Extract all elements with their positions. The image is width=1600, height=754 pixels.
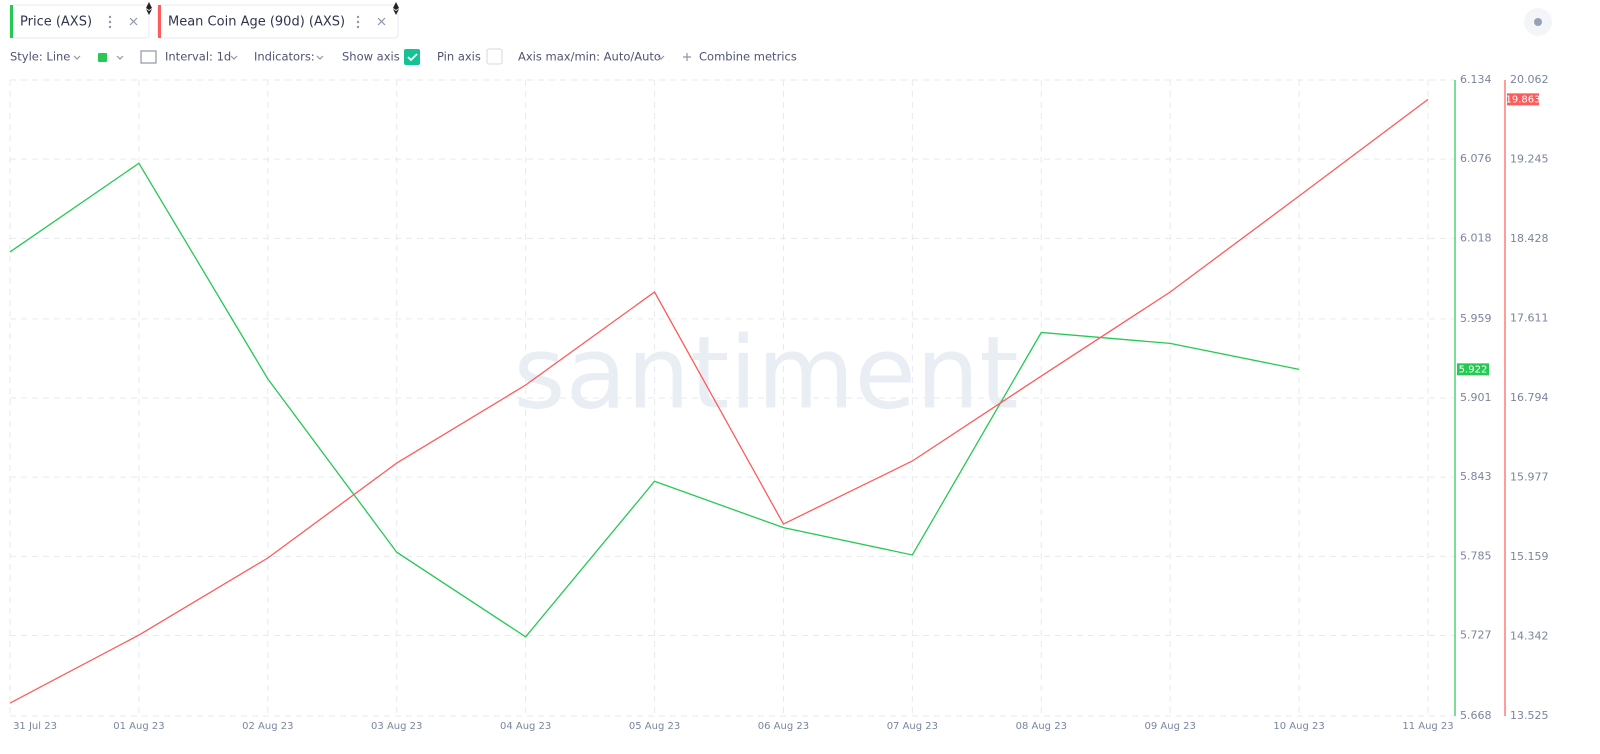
- y2-tick-label: 19.245: [1510, 152, 1549, 165]
- indicators-select[interactable]: Indicators:: [254, 50, 315, 64]
- x-tick-label: 08 Aug 23: [1016, 721, 1067, 732]
- settings-dot: [1534, 18, 1542, 26]
- chevron: [73, 55, 665, 60]
- pin-axis-checkbox[interactable]: [486, 48, 503, 65]
- y-tick-label: 5.843: [1460, 470, 1492, 483]
- combine-metrics[interactable]: Combine metrics: [699, 50, 797, 64]
- x-tick-label: 05 Aug 23: [629, 721, 680, 732]
- x-tick-label: 06 Aug 23: [758, 721, 809, 732]
- show-axis-label[interactable]: Show axis: [342, 50, 400, 64]
- y-tick-label: 5.668: [1460, 709, 1492, 722]
- y2-tick-label: 15.159: [1510, 550, 1549, 563]
- y2-tick-label: 17.611: [1510, 311, 1549, 324]
- plus-icon: [683, 53, 691, 61]
- x-tick-label: 31 Jul 23: [13, 721, 57, 732]
- color-swatch[interactable]: [98, 53, 107, 62]
- y2-tick-label: 16.794: [1510, 391, 1549, 404]
- y-tick-label: 5.901: [1460, 391, 1492, 404]
- x-tick-label: 03 Aug 23: [371, 721, 422, 732]
- last-value-badge: [1507, 93, 1539, 106]
- x-tick-label: 11 Aug 23: [1402, 721, 1453, 732]
- tab-accent: [158, 5, 161, 38]
- axis-maxmin-select[interactable]: Axis max/min: Auto/Auto: [518, 50, 661, 64]
- x-tick-label: 04 Aug 23: [500, 721, 551, 732]
- series-line: [9, 162, 1300, 638]
- last-value-label: 5.922: [1459, 364, 1488, 375]
- y-tick-label: 5.727: [1460, 628, 1492, 641]
- menu-icon[interactable]: [108, 15, 360, 29]
- x-tick-label: 01 Aug 23: [113, 721, 164, 732]
- eth-icon: [146, 2, 399, 15]
- x-tick-label: 07 Aug 23: [887, 721, 938, 732]
- y-tick-label: 5.959: [1460, 312, 1492, 325]
- checkmark: [407, 53, 418, 62]
- y-tick-label: 6.018: [1460, 231, 1492, 244]
- y2-tick-label: 15.977: [1510, 470, 1549, 483]
- style-select[interactable]: Style: Line: [10, 50, 70, 64]
- x-tick-label: 09 Aug 23: [1145, 721, 1196, 732]
- tab-accent: [10, 5, 13, 38]
- watermark: santiment: [513, 314, 1018, 431]
- close-icon[interactable]: [129, 17, 386, 26]
- interval-select[interactable]: Interval: 1d: [165, 50, 231, 64]
- last-value-label: 19.863: [1506, 94, 1541, 105]
- interval-icon: [140, 50, 157, 64]
- x-tick-label: 10 Aug 23: [1273, 721, 1324, 732]
- series-line: [9, 98, 1429, 704]
- y2-tick-label: 18.428: [1510, 232, 1549, 245]
- y2-tick-label: 13.525: [1510, 709, 1549, 722]
- x-tick-label: 02 Aug 23: [242, 721, 293, 732]
- y-tick-label: 6.076: [1460, 152, 1492, 165]
- last-value-badge: [1457, 363, 1489, 376]
- y-tick-label: 6.134: [1460, 73, 1492, 86]
- y2-tick-label: 20.062: [1510, 73, 1549, 86]
- show-axis-checkbox[interactable]: [404, 49, 420, 65]
- pin-axis-label[interactable]: Pin axis: [437, 50, 481, 64]
- tab-label[interactable]: Mean Coin Age (90d) (AXS): [168, 15, 345, 30]
- y2-tick-label: 14.342: [1510, 630, 1549, 643]
- y-tick-label: 5.785: [1460, 549, 1492, 562]
- tab-label[interactable]: Price (AXS): [20, 15, 92, 30]
